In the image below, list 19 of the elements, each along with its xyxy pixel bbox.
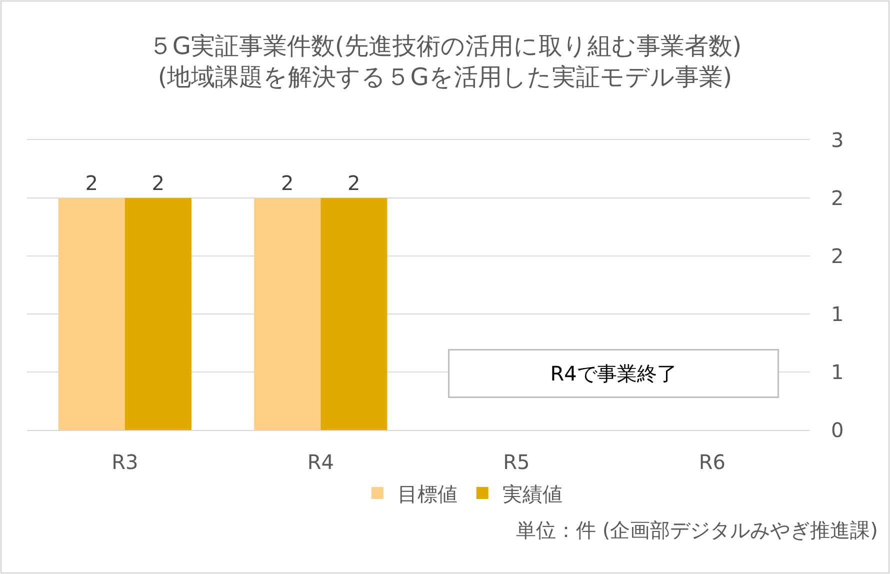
- chart-title: ５G実証事業件数(先進技術の活用に取り組む事業者数) (地域課題を解決する５Gを活用した実証モデル事業): [148, 32, 742, 92]
- annotation: R4で事業終了: [550, 362, 677, 386]
- y-tick-label: 3: [831, 128, 844, 152]
- data-label: 2: [85, 171, 98, 195]
- y-tick-label: 0: [831, 418, 844, 442]
- y-tick-label: 1: [831, 302, 844, 326]
- x-tick-label: R5: [503, 450, 530, 474]
- y-tick-label: 2: [831, 186, 844, 210]
- data-label: 2: [152, 171, 165, 195]
- y-tick-label: 2: [831, 244, 844, 268]
- x-tick-label: R3: [112, 450, 138, 474]
- y-tick-label: 1: [831, 360, 844, 384]
- legend-label: 実績値: [502, 482, 562, 506]
- x-tick-label: R6: [698, 450, 726, 474]
- data-label: 2: [280, 171, 294, 195]
- text: 単位：件 (企画部デジタルみやぎ推進課): [516, 518, 878, 542]
- x-tick-label: R4: [307, 450, 334, 474]
- data-label: 2: [348, 171, 360, 195]
- legend-label: 目標値: [397, 482, 458, 506]
